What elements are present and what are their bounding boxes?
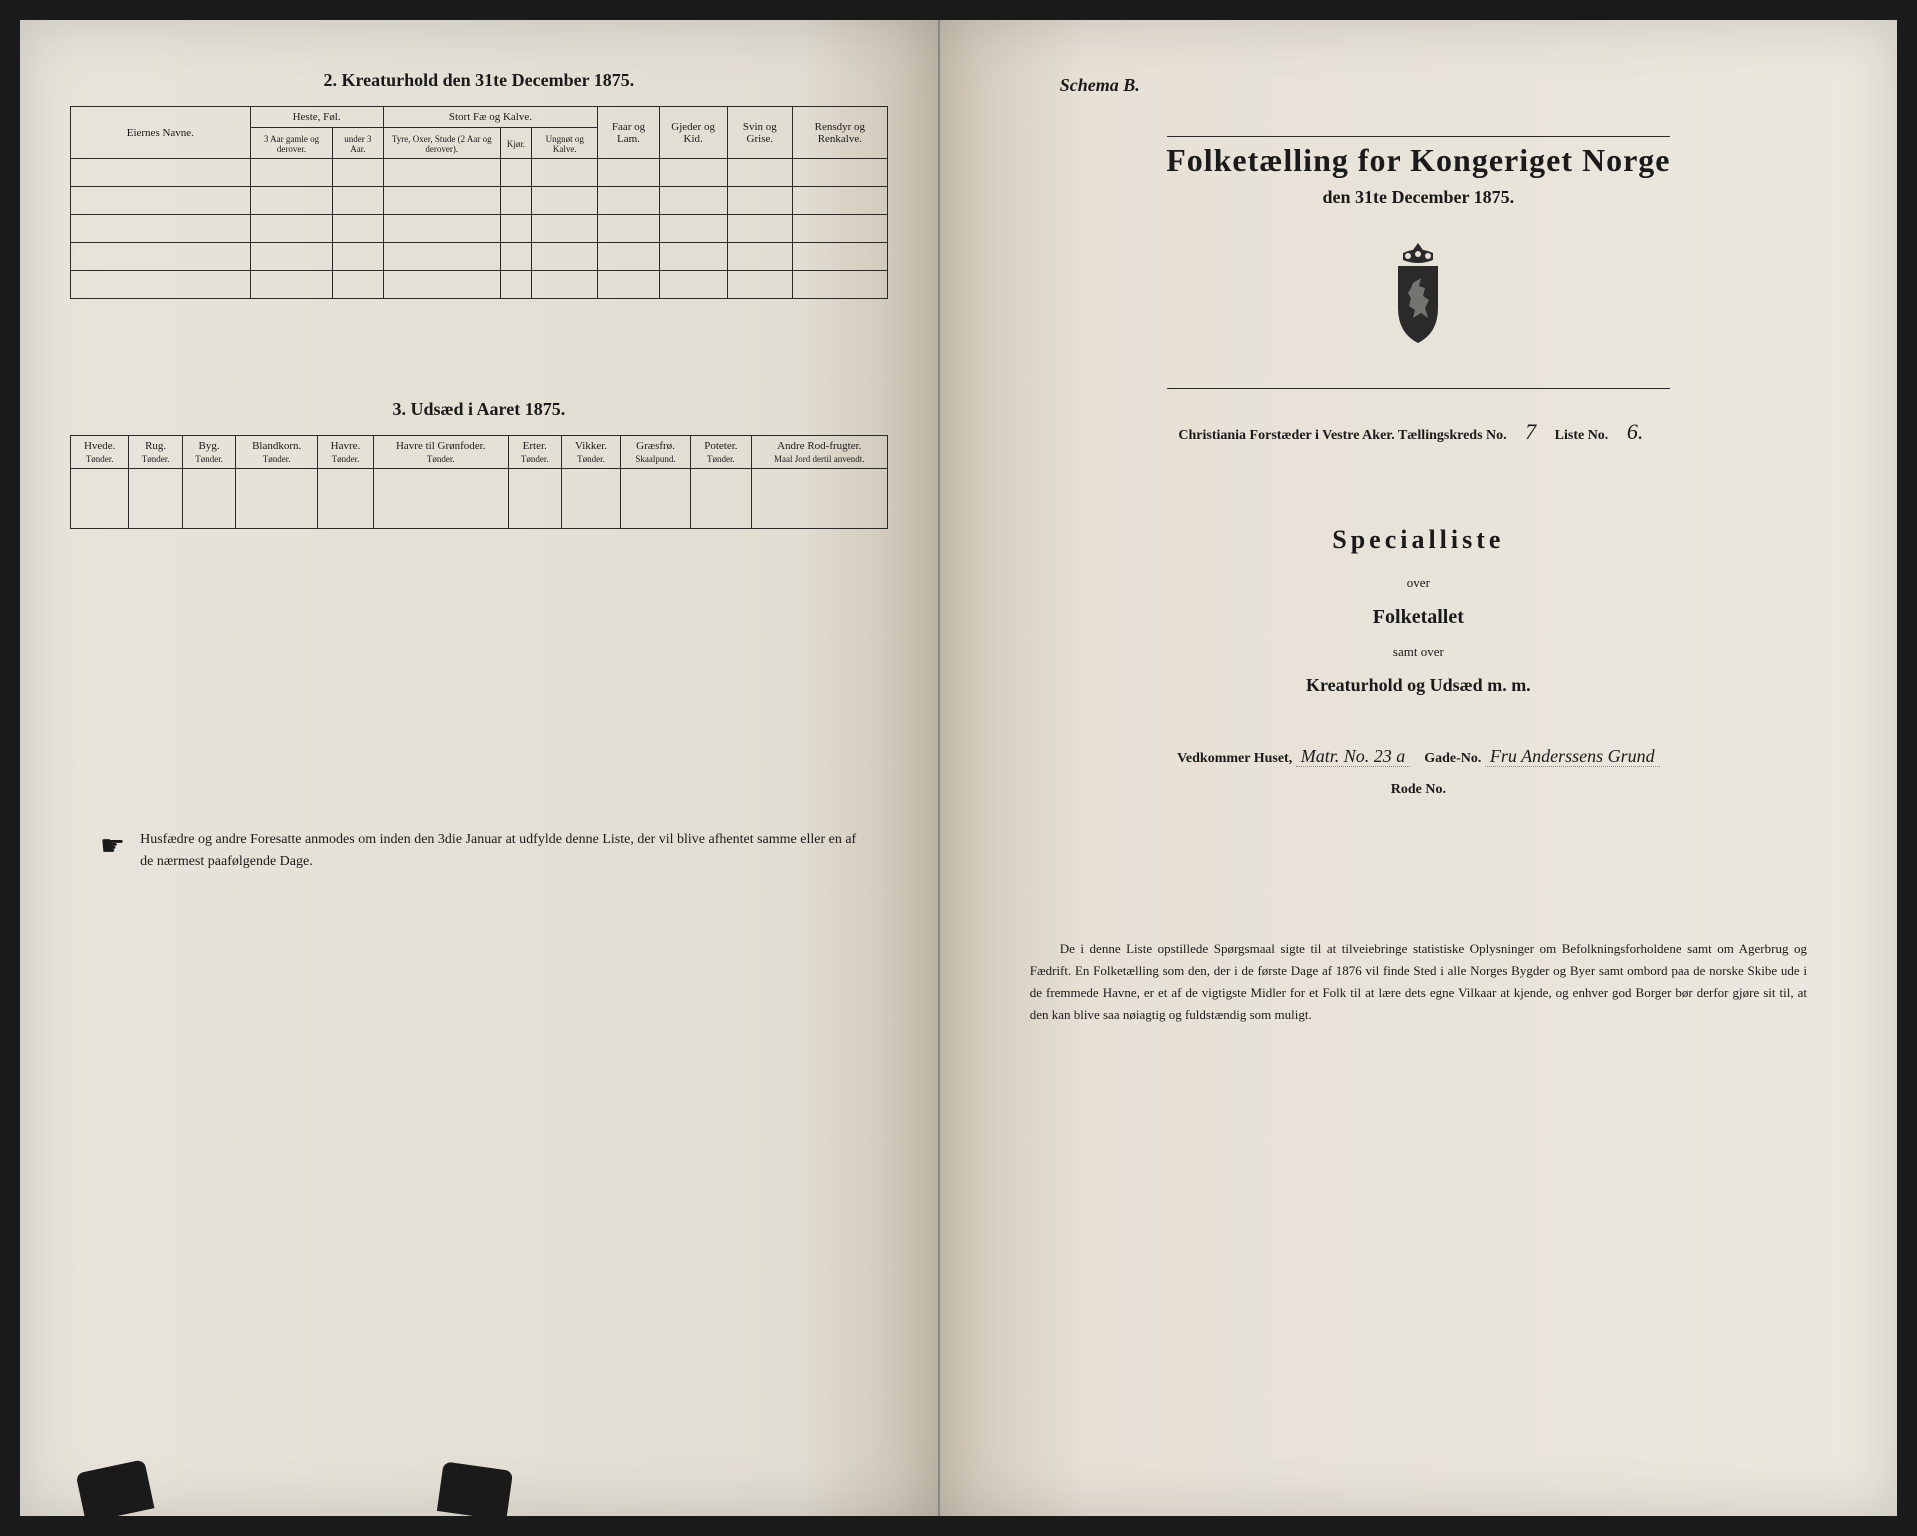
col-faar: Faar og Lam. xyxy=(598,107,659,159)
section3-title: 3. Udsæd i Aaret 1875. xyxy=(70,399,888,420)
c4: Blandkorn.Tønder. xyxy=(236,436,318,469)
kreatur-label: Kreaturhold og Udsæd m. m. xyxy=(1000,675,1837,696)
gade-handwritten: Fru Anderssens Grund xyxy=(1485,746,1660,767)
fae-a: Tyre, Oxer, Stude (2 Aar og derover). xyxy=(383,128,500,159)
divider xyxy=(1167,136,1669,137)
liste-number: 6. xyxy=(1612,419,1659,444)
rode-line: Rode No. xyxy=(1000,782,1837,798)
specialliste-title: Specialliste xyxy=(1000,525,1837,555)
c8: Vikker.Tønder. xyxy=(561,436,620,469)
heste-b: under 3 Aar. xyxy=(333,128,383,159)
c11: Andre Rod-frugter.Maal Jord dertil anven… xyxy=(751,436,887,469)
huset-handwritten: Matr. No. 23 a xyxy=(1296,746,1411,767)
grp-fae: Stort Fæ og Kalve. xyxy=(383,107,598,128)
samt-label: samt over xyxy=(1000,644,1837,660)
c5: Havre.Tønder. xyxy=(318,436,374,469)
folketallet-label: Folketallet xyxy=(1000,606,1837,629)
notice-text: Husfædre og andre Foresatte anmodes om i… xyxy=(140,829,858,874)
c3: Byg.Tønder. xyxy=(182,436,235,469)
main-title: Folketælling for Kongeriget Norge xyxy=(1000,142,1837,179)
col-svin: Svin og Grise. xyxy=(727,107,792,159)
c1: Hvede.Tønder. xyxy=(71,436,129,469)
bottom-paragraph: De i denne Liste opstillede Spørgsmaal s… xyxy=(1000,938,1837,1026)
c10: Poteter.Tønder. xyxy=(690,436,751,469)
table-row xyxy=(71,187,888,215)
table-row xyxy=(71,159,888,187)
notice-block: ☛ Husfædre og andre Foresatte anmodes om… xyxy=(70,829,888,874)
over-label: over xyxy=(1000,575,1837,591)
table-kreaturhold: Eiernes Navne. Heste, Føl. Stort Fæ og K… xyxy=(70,106,888,299)
table-udsaed: Hvede.Tønder. Rug.Tønder. Byg.Tønder. Bl… xyxy=(70,435,888,529)
table-row xyxy=(71,271,888,299)
district-line: Christiania Forstæder i Vestre Aker. Tæl… xyxy=(1000,419,1837,445)
heste-a: 3 Aar gamle og derover. xyxy=(250,128,333,159)
binder-clip-icon xyxy=(76,1459,155,1522)
book-spread: 2. Kreaturhold den 31te December 1875. E… xyxy=(20,20,1897,1516)
fae-b: Kjør. xyxy=(500,128,531,159)
table-row xyxy=(71,215,888,243)
col-rensdyr: Rensdyr og Renkalve. xyxy=(793,107,888,159)
table-row xyxy=(71,469,888,529)
binder-clip-icon xyxy=(437,1461,513,1520)
c2: Rug.Tønder. xyxy=(129,436,182,469)
col-gjeder: Gjeder og Kid. xyxy=(659,107,727,159)
right-page: Schema B. Folketælling for Kongeriget No… xyxy=(940,20,1897,1516)
pointing-hand-icon: ☛ xyxy=(100,829,125,863)
c9: Græsfrø.Skaalpund. xyxy=(621,436,691,469)
sub-title: den 31te December 1875. xyxy=(1000,187,1837,208)
fae-c: Ungnøt og Kalve. xyxy=(532,128,598,159)
section2-title: 2. Kreaturhold den 31te December 1875. xyxy=(70,70,888,91)
col-eier: Eiernes Navne. xyxy=(71,107,251,159)
schema-label: Schema B. xyxy=(1060,75,1837,96)
c7: Erter.Tønder. xyxy=(508,436,561,469)
grp-heste: Heste, Føl. xyxy=(250,107,383,128)
left-page: 2. Kreaturhold den 31te December 1875. E… xyxy=(20,20,940,1516)
coat-of-arms-icon xyxy=(1373,238,1463,348)
c6: Havre til Grønfoder.Tønder. xyxy=(373,436,508,469)
vedkommer-line: Vedkommer Huset, Matr. No. 23 a Gade-No.… xyxy=(1000,746,1837,767)
district-number: 7 xyxy=(1510,419,1551,444)
divider xyxy=(1167,388,1669,389)
table-row xyxy=(71,243,888,271)
